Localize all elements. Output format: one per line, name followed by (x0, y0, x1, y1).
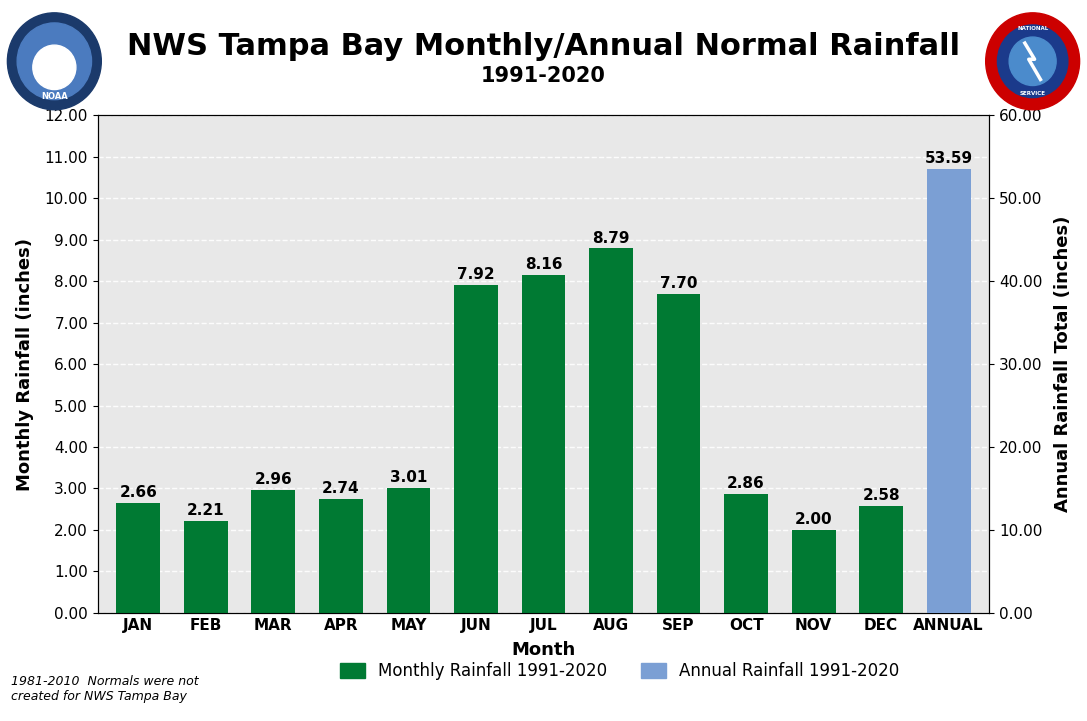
Bar (724, 495, 769, 613)
Text: 1981-2010  Normals were not
created for NWS Tampa Bay: 1981-2010 Normals were not created for N… (11, 675, 199, 703)
Bar (387, 488, 430, 613)
Text: 2.96: 2.96 (254, 472, 292, 487)
Text: SERVICE: SERVICE (1020, 91, 1046, 96)
Circle shape (1009, 37, 1057, 86)
Circle shape (17, 23, 91, 99)
Text: 1991-2020: 1991-2020 (482, 66, 605, 87)
Bar (657, 293, 700, 613)
Bar (318, 499, 363, 613)
Text: 53.59: 53.59 (925, 151, 973, 166)
Text: 3.01: 3.01 (390, 470, 427, 485)
Y-axis label: Monthly Rainfall (inches): Monthly Rainfall (inches) (15, 238, 34, 490)
X-axis label: Month: Month (511, 641, 576, 659)
Bar (589, 249, 633, 613)
Text: 2.74: 2.74 (322, 482, 360, 496)
Y-axis label: Annual Rainfall Total (inches): Annual Rainfall Total (inches) (1053, 216, 1072, 513)
Bar (859, 506, 903, 613)
Bar (116, 503, 160, 613)
Bar (251, 490, 296, 613)
Text: 8.16: 8.16 (525, 257, 562, 272)
Text: 7.70: 7.70 (660, 275, 697, 291)
Text: 2.21: 2.21 (187, 503, 225, 518)
Circle shape (33, 45, 76, 89)
Circle shape (998, 25, 1067, 97)
Circle shape (986, 13, 1079, 110)
Legend: Monthly Rainfall 1991-2020, Annual Rainfall 1991-2020: Monthly Rainfall 1991-2020, Annual Rainf… (340, 662, 899, 680)
Text: 2.86: 2.86 (727, 477, 765, 492)
Bar (791, 530, 836, 613)
Text: NATIONAL: NATIONAL (1017, 27, 1048, 32)
Text: 2.00: 2.00 (795, 512, 833, 527)
Text: NOAA: NOAA (41, 92, 67, 101)
Text: 2.58: 2.58 (862, 488, 900, 503)
Text: NWS Tampa Bay Monthly/Annual Normal Rainfall: NWS Tampa Bay Monthly/Annual Normal Rain… (127, 32, 960, 61)
Bar (454, 285, 498, 613)
Bar (184, 521, 228, 613)
Text: 8.79: 8.79 (592, 231, 629, 246)
Circle shape (8, 13, 101, 110)
Bar (522, 275, 565, 613)
Text: 2.66: 2.66 (120, 485, 158, 500)
Bar (927, 169, 971, 613)
Text: 7.92: 7.92 (458, 267, 495, 282)
